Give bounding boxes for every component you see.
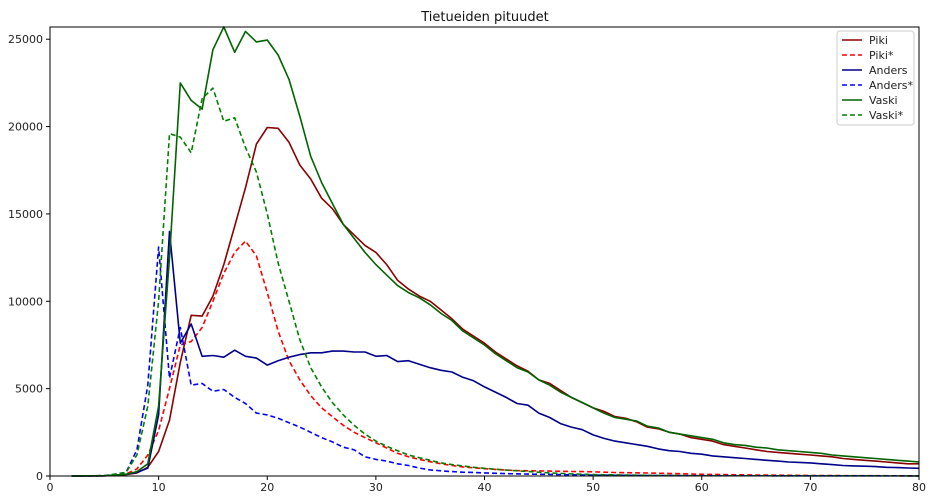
ticks-layer: 0 10 20 30 40 50 60 70 80 0 5000 10000 15000 20000 250… — [8, 33, 926, 494]
x-tick-label: 20 — [260, 481, 274, 494]
y-tick-label: 15000 — [8, 208, 43, 221]
series-line-piki — [71, 126, 919, 477]
x-tick-label: 60 — [695, 481, 709, 494]
x-tick-label: 50 — [586, 481, 600, 494]
legend-box — [836, 30, 915, 126]
chart-title: Tietueiden pituudet — [420, 10, 549, 25]
legend-label: Anders* — [869, 79, 914, 92]
series-line-anders-star — [71, 246, 920, 477]
series-line-anders — [71, 230, 920, 477]
legend: Piki Piki* Anders Anders* Vaski Vaski* — [836, 30, 915, 126]
y-tick-label: 10000 — [8, 295, 43, 308]
series-line-vaski-star — [71, 87, 920, 477]
x-tick-label: 0 — [47, 481, 54, 494]
series-line-piki-star — [71, 240, 920, 477]
y-tick-label: 25000 — [8, 33, 43, 46]
legend-label: Piki — [869, 34, 888, 47]
series-layer — [71, 26, 920, 477]
legend-label: Piki* — [869, 49, 894, 62]
legend-label: Vaski* — [869, 109, 904, 122]
legend-label: Vaski — [869, 94, 898, 107]
x-tick-label: 40 — [478, 481, 492, 494]
x-tick-label: 30 — [369, 481, 383, 494]
y-tick-label: 20000 — [8, 121, 43, 134]
x-tick-label: 70 — [803, 481, 817, 494]
x-tick-label: 80 — [912, 481, 926, 494]
series-line-vaski — [71, 26, 920, 477]
y-tick-label: 5000 — [15, 383, 43, 396]
x-tick-label: 10 — [152, 481, 166, 494]
y-tick-label: 0 — [36, 470, 43, 483]
legend-label: Anders — [869, 64, 908, 77]
